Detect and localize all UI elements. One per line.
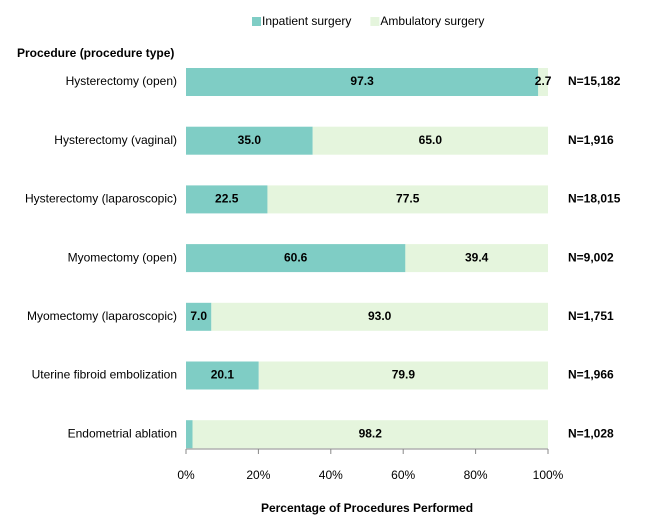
category-label: Myomectomy (laparoscopic) [27, 309, 177, 323]
value-label: 65.0 [419, 133, 443, 147]
value-label: 39.4 [465, 250, 489, 264]
bar-segment [186, 420, 193, 449]
bar-segment [186, 126, 313, 155]
x-tick-label: 80% [464, 468, 488, 482]
y-axis-header: Procedure (procedure type) [17, 46, 174, 60]
n-label: N=1,966 [568, 368, 614, 382]
value-label: 22.5 [215, 192, 239, 206]
bar-segment [211, 302, 548, 331]
x-tick-label: 0% [177, 468, 195, 482]
n-label: N=1,916 [568, 133, 614, 147]
bar-segment [538, 68, 548, 96]
bar-segment [186, 244, 406, 273]
value-label: 77.5 [396, 192, 420, 206]
legend-label: Inpatient surgery [262, 14, 351, 28]
bar-segment [312, 126, 548, 155]
category-label: Hysterectomy (open) [66, 74, 177, 88]
value-label: 60.6 [284, 250, 308, 264]
legend-label: Ambulatory surgery [380, 14, 484, 28]
n-label: N=18,015 [568, 192, 621, 206]
category-label: Hysterectomy (laparoscopic) [25, 192, 177, 206]
value-label: 97.3 [350, 74, 374, 88]
n-label: N=1,751 [568, 309, 614, 323]
bar-segment [186, 361, 259, 390]
bar-segment [186, 68, 539, 96]
x-tick-label: 60% [391, 468, 415, 482]
value-label: 35.0 [238, 133, 262, 147]
bar-segment [186, 302, 212, 331]
category-label: Myomectomy (open) [68, 250, 177, 264]
bar-segment [192, 420, 549, 449]
bar-segment [258, 361, 548, 390]
category-label: Endometrial ablation [68, 426, 177, 440]
x-axis-title: Percentage of Procedures Performed [261, 501, 473, 515]
bar-segment [405, 244, 548, 273]
value-label: 20.1 [211, 368, 235, 382]
value-label: 98.2 [359, 426, 383, 440]
bar-segment [267, 185, 548, 214]
value-label: 93.0 [368, 309, 392, 323]
value-label: 7.0 [190, 309, 207, 323]
n-label: N=15,182 [568, 74, 621, 88]
bar-segment [186, 185, 268, 214]
legend-swatch [252, 17, 261, 26]
value-label: 79.9 [392, 368, 416, 382]
category-label: Uterine fibroid embolization [32, 368, 177, 382]
x-tick-label: 40% [319, 468, 343, 482]
n-label: N=1,028 [568, 426, 614, 440]
value-label: 2.7 [535, 74, 552, 88]
n-label: N=9,002 [568, 250, 614, 264]
x-tick-label: 100% [533, 468, 564, 482]
category-label: Hysterectomy (vaginal) [54, 133, 177, 147]
x-tick-label: 20% [246, 468, 270, 482]
legend-swatch [370, 17, 380, 26]
